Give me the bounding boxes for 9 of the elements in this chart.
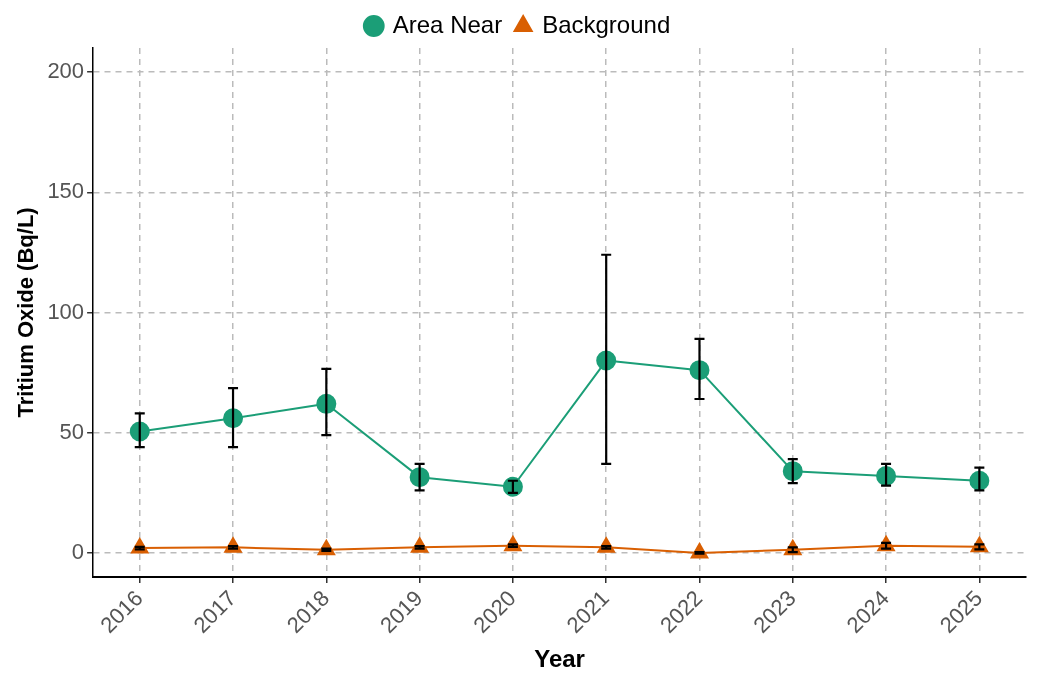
legend-label: Background: [542, 10, 671, 38]
y-tick-label: 0: [71, 538, 85, 564]
y-tick-label: 100: [47, 298, 85, 324]
x-axis-title: Year: [534, 645, 585, 673]
legend-label: Area Near: [392, 10, 503, 38]
y-axis-title: Tritium Oxide (Bq/L): [13, 207, 39, 418]
y-tick-label: 50: [59, 418, 85, 444]
y-tick-label: 150: [47, 178, 85, 204]
y-tick-label: 200: [47, 58, 85, 84]
